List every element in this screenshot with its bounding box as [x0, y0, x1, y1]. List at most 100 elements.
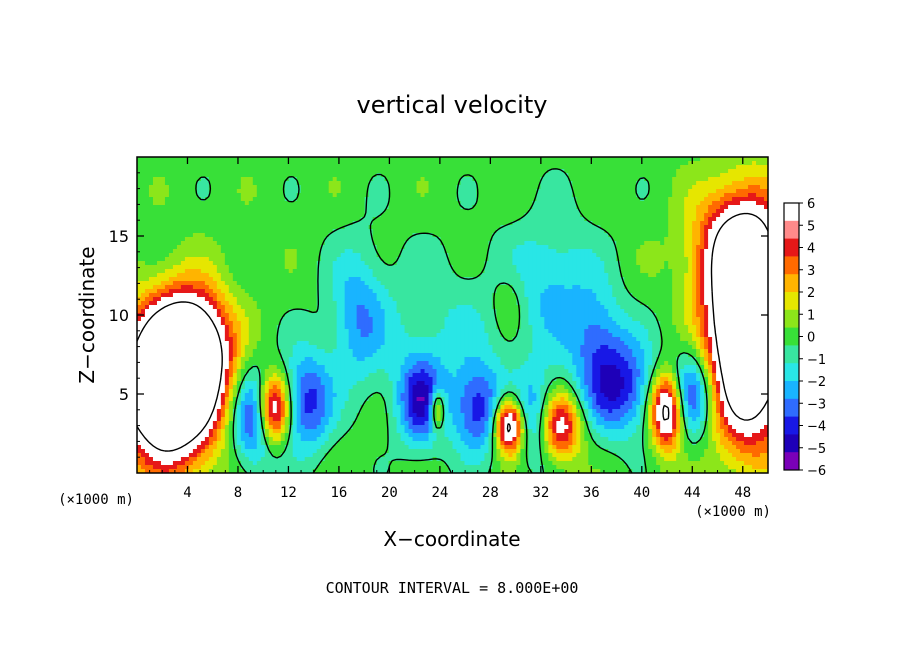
heatmap-cell [252, 181, 258, 186]
heatmap-cell [212, 257, 218, 262]
heatmap-cell [580, 165, 585, 170]
heatmap-cell [700, 173, 705, 178]
heatmap-cell [528, 193, 533, 198]
heatmap-cell [464, 217, 470, 222]
heatmap-cell [376, 185, 382, 190]
heatmap-cell [256, 257, 262, 262]
heatmap-cell [664, 213, 669, 218]
heatmap-cell [292, 245, 298, 250]
heatmap-cell [636, 201, 641, 206]
heatmap-cell [220, 221, 226, 226]
heatmap-cell [512, 253, 517, 258]
heatmap-cell [464, 181, 470, 186]
heatmap-cell [160, 205, 166, 210]
heatmap-cell [408, 177, 414, 182]
heatmap-cell [260, 173, 266, 178]
heatmap-cell [336, 269, 342, 274]
heatmap-cell [420, 249, 426, 254]
heatmap-cell [460, 245, 466, 250]
heatmap-cell [376, 265, 382, 270]
heatmap-cell [608, 189, 613, 194]
heatmap-cell [148, 169, 154, 174]
heatmap-cell [316, 173, 322, 178]
heatmap-cell [256, 221, 262, 226]
heatmap-cell [544, 213, 549, 218]
heatmap-cell [260, 245, 266, 250]
heatmap-cell [584, 233, 589, 238]
heatmap-cell [248, 241, 254, 246]
heatmap-cell [148, 249, 154, 254]
heatmap-cell [612, 221, 617, 226]
heatmap-cell [708, 257, 713, 262]
heatmap-cell [316, 249, 322, 254]
heatmap-cell [416, 205, 422, 210]
heatmap-cell [364, 265, 370, 270]
heatmap-cell [212, 157, 218, 162]
heatmap-cell [212, 205, 218, 210]
heatmap-cell [180, 213, 186, 218]
heatmap-cell [460, 249, 466, 254]
heatmap-cell [340, 213, 346, 218]
heatmap-cell [628, 161, 633, 166]
heatmap-cell [576, 245, 581, 250]
heatmap-cell [672, 197, 677, 202]
heatmap-cell [204, 249, 210, 254]
heatmap-cell [312, 221, 318, 226]
heatmap-cell [544, 185, 549, 190]
heatmap-cell [356, 265, 362, 270]
heatmap-cell [472, 253, 478, 258]
heatmap-cell [248, 161, 254, 166]
heatmap-cell [736, 253, 741, 258]
heatmap-cell [396, 201, 402, 206]
heatmap-cell [236, 233, 242, 238]
heatmap-cell [360, 269, 366, 274]
heatmap-cell [452, 245, 458, 250]
heatmap-cell [400, 241, 406, 246]
heatmap-cell [368, 193, 374, 198]
heatmap-cell [180, 249, 186, 254]
heatmap-cell [344, 157, 350, 162]
heatmap-cell [588, 257, 593, 262]
heatmap-cell [224, 265, 230, 270]
heatmap-cell [488, 209, 494, 214]
heatmap-cell [500, 169, 506, 174]
heatmap-cell [568, 209, 573, 214]
heatmap-cell [292, 189, 298, 194]
heatmap-cell [220, 229, 226, 234]
heatmap-cell [472, 209, 478, 214]
heatmap-cell [568, 249, 573, 254]
heatmap-cell [348, 205, 354, 210]
heatmap-cell [380, 269, 386, 274]
heatmap-cell [464, 193, 470, 198]
heatmap-cell [448, 177, 454, 182]
heatmap-cell [412, 177, 418, 182]
heatmap-cell [432, 273, 438, 278]
heatmap-cell [284, 229, 290, 234]
heatmap-cell [372, 213, 378, 218]
heatmap-cell [384, 197, 390, 202]
heatmap-cell [372, 209, 378, 214]
heatmap-cell [504, 213, 510, 218]
heatmap-cell [408, 281, 414, 286]
heatmap-cell [644, 261, 649, 266]
heatmap-cell [588, 229, 593, 234]
heatmap-cell [448, 281, 454, 286]
heatmap-cell [624, 269, 629, 274]
heatmap-cell [708, 181, 713, 186]
heatmap-cell [500, 233, 506, 238]
heatmap-cell [636, 213, 641, 218]
heatmap-cell [624, 265, 629, 270]
heatmap-cell [320, 237, 326, 242]
heatmap-cell [592, 217, 597, 222]
heatmap-cell [748, 261, 753, 266]
heatmap-cell [440, 177, 446, 182]
heatmap-cell [137, 225, 142, 230]
heatmap-cell [476, 189, 482, 194]
heatmap-cell [692, 237, 697, 242]
heatmap-cell [440, 277, 446, 282]
heatmap-cell [168, 233, 174, 238]
heatmap-cell [764, 209, 768, 214]
heatmap-cell [508, 229, 513, 234]
heatmap-cell [388, 277, 394, 282]
heatmap-cell [172, 233, 178, 238]
